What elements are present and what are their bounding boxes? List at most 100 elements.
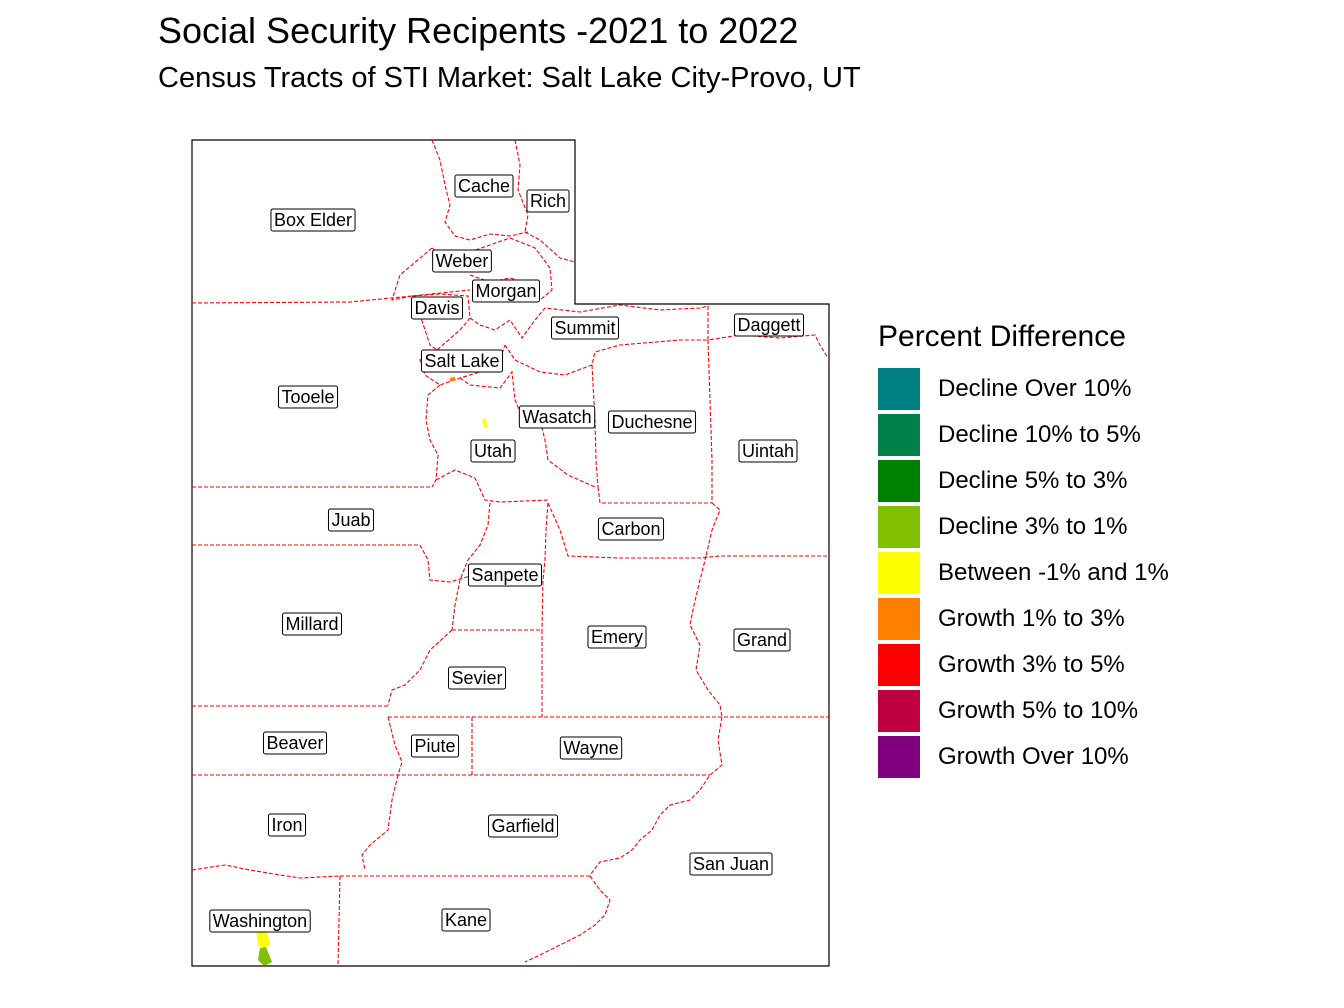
county-label: Cache	[454, 174, 514, 198]
county-label-text: Carbon	[601, 519, 660, 539]
legend-label: Growth 3% to 5%	[938, 651, 1125, 678]
county-label-text: Sanpete	[471, 565, 538, 585]
county-label: Carbon	[597, 517, 665, 541]
county-label-box	[471, 279, 541, 303]
county-label: Juab	[327, 508, 375, 532]
county-label-box	[559, 736, 623, 760]
county-label: Wayne	[559, 736, 623, 760]
county-label-box	[441, 908, 491, 932]
legend-swatch	[878, 598, 920, 640]
county-label-text: Grand	[737, 630, 787, 650]
county-label-box	[487, 814, 559, 838]
legend: Percent Difference Decline Over 10% Decli…	[878, 320, 1169, 780]
legend-item: Growth 3% to 5%	[878, 642, 1169, 688]
county-label-box	[270, 208, 356, 232]
county-label-text: Garfield	[491, 816, 554, 836]
county-label-text: Emery	[591, 627, 643, 647]
county-label-box	[410, 296, 464, 320]
county-label: Salt Lake	[420, 349, 504, 373]
legend-swatch	[878, 690, 920, 732]
county-label: Millard	[281, 612, 343, 636]
county-label-text: Millard	[285, 614, 338, 634]
legend-label: Decline 3% to 1%	[938, 513, 1128, 540]
legend-item: Growth Over 10%	[878, 734, 1169, 780]
county-label-text: Salt Lake	[424, 351, 499, 371]
legend-label: Decline 10% to 5%	[938, 421, 1141, 448]
county-label-text: Piute	[414, 736, 455, 756]
county-label: Rich	[526, 189, 570, 213]
county-label-text: Box Elder	[274, 210, 352, 230]
county-label: Box Elder	[270, 208, 356, 232]
county-label-text: Uintah	[742, 441, 794, 461]
legend-label: Decline Over 10%	[938, 375, 1132, 402]
county-label: Weber	[432, 249, 492, 273]
county-label: Grand	[733, 628, 791, 652]
legend-item: Decline 3% to 1%	[878, 504, 1169, 550]
county-label-text: Beaver	[266, 733, 323, 753]
legend-swatch	[878, 552, 920, 594]
county-label: Sevier	[447, 666, 507, 690]
county-label-box	[733, 628, 791, 652]
county-label-box	[267, 813, 307, 837]
county-label-box	[420, 349, 504, 373]
county-label-text: Kane	[445, 910, 487, 930]
legend-title: Percent Difference	[878, 320, 1126, 353]
county-label-text: Cache	[458, 176, 510, 196]
legend-label: Growth Over 10%	[938, 743, 1129, 770]
county-label-box	[689, 852, 773, 876]
county-label-text: Washington	[213, 911, 307, 931]
county-label-box	[470, 439, 516, 463]
state-outline	[191, 139, 830, 967]
legend-items: Decline Over 10% Decline 10% to 5% Decline…	[878, 366, 1169, 780]
county-label-text: Summit	[554, 318, 615, 338]
county-label-box	[550, 316, 620, 340]
county-label: Morgan	[471, 279, 541, 303]
legend-label: Growth 1% to 3%	[938, 605, 1125, 632]
county-label-text: Rich	[530, 191, 566, 211]
county-label: Utah	[470, 439, 516, 463]
county-boundaries	[191, 139, 829, 967]
legend-item: Growth 5% to 10%	[878, 688, 1169, 734]
county-label-text: Weber	[436, 251, 489, 271]
county-label-box	[733, 313, 805, 337]
legend-swatch	[878, 414, 920, 456]
tract-washington-yellow	[256, 929, 270, 948]
county-label-box	[607, 410, 697, 434]
legend-swatch	[878, 736, 920, 778]
county-label: Duchesne	[607, 410, 697, 434]
legend-label: Decline 5% to 3%	[938, 467, 1128, 494]
legend-item: Decline 5% to 3%	[878, 458, 1169, 504]
county-label: Tooele	[277, 385, 339, 409]
county-label-text: Utah	[474, 441, 512, 461]
legend-item: Growth 1% to 3%	[878, 596, 1169, 642]
county-label-text: Wasatch	[522, 407, 591, 427]
legend-item: Decline 10% to 5%	[878, 412, 1169, 458]
county-label-box	[432, 249, 492, 273]
county-label: Daggett	[733, 313, 805, 337]
county-label-text: Juab	[331, 510, 370, 530]
county-label-text: Iron	[271, 815, 302, 835]
county-label-box	[467, 563, 543, 587]
county-label-text: Tooele	[281, 387, 334, 407]
tract-washington-decline	[258, 947, 272, 966]
county-label: Sanpete	[467, 563, 543, 587]
county-label-box	[526, 189, 570, 213]
legend-item: Between -1% and 1%	[878, 550, 1169, 596]
county-label: Summit	[550, 316, 620, 340]
county-label-box	[410, 734, 460, 758]
county-label: Kane	[441, 908, 491, 932]
county-label-box	[327, 508, 375, 532]
county-label-text: Morgan	[475, 281, 536, 301]
county-label: Beaver	[262, 731, 328, 755]
legend-label: Between -1% and 1%	[938, 559, 1169, 586]
legend-swatch	[878, 506, 920, 548]
county-label: Piute	[410, 734, 460, 758]
county-label-text: Sevier	[451, 668, 502, 688]
county-label-text: San Juan	[693, 854, 769, 874]
county-label: Garfield	[487, 814, 559, 838]
tract-saltlake-orange	[450, 377, 455, 381]
county-label-box	[454, 174, 514, 198]
map-subtitle: Census Tracts of STI Market: Salt Lake C…	[158, 62, 861, 94]
county-label-box	[209, 909, 311, 933]
